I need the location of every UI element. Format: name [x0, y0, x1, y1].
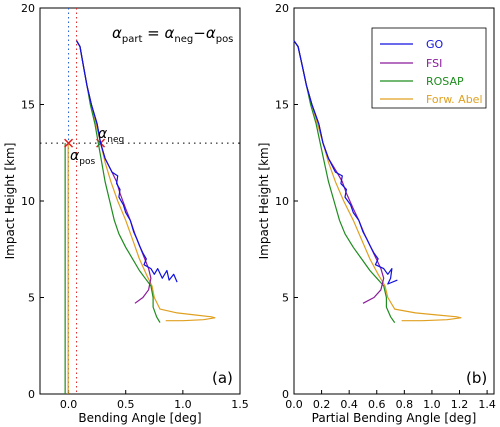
ann-pos-alpha: α [70, 148, 80, 164]
legend-box [371, 27, 487, 109]
eq-minus: − [193, 24, 206, 42]
panel-a-xtick-label: 1.5 [231, 398, 249, 411]
panel-a-ytick-label: 10 [21, 195, 35, 208]
panel-b-xtick-label: 0.8 [396, 398, 414, 411]
panel-a: 0.0 0.5 1.0 1.5 0 5 10 15 20 (a) Bending Angle [… [3, 2, 249, 425]
ann-neg-alpha: α [98, 126, 108, 142]
panel-b-xtick-label: 0.6 [368, 398, 386, 411]
panel-a-series-go [76, 40, 178, 283]
panel-b-ticks: 0.0 0.2 0.4 0.6 0.8 1.0 1.2 1.4 0 5 10 15 20 [275, 2, 496, 411]
panel-a-xtick-label: 0.0 [60, 398, 78, 411]
panel-a-series [76, 40, 216, 323]
panel-b-xtick-label: 1.2 [451, 398, 469, 411]
panel-b: 0.0 0.2 0.4 0.6 0.8 1.0 1.2 1.4 0 5 10 15 20 (b) Par… [257, 2, 496, 425]
panel-b-series-fsi [293, 40, 385, 304]
panel-a-series-fsi [76, 40, 152, 304]
panel-b-xlabel: Partial Bending Angle [deg] [312, 411, 477, 425]
panel-a-series-rosap [76, 40, 161, 323]
equation: αpart = αneg−αpos [112, 24, 233, 45]
panel-b-ytick-label: 20 [275, 2, 289, 15]
panel-b-ytick-label: 0 [282, 388, 289, 401]
panel-b-ytick-label: 5 [282, 292, 289, 305]
legend-label-rosap: ROSAP [426, 75, 464, 88]
panel-a-ytick-label: 15 [21, 99, 35, 112]
panel-b-series-go [293, 40, 398, 285]
legend-label-fsi: FSI [426, 57, 442, 70]
panel-a-xlabel: Bending Angle [deg] [78, 411, 201, 425]
legend-label-forw-abel: Forw. Abel [426, 93, 483, 106]
panel-b-xtick-label: 0.0 [285, 398, 303, 411]
eq-t2: α [206, 24, 216, 42]
eq-lhs: α [112, 24, 122, 42]
panel-b-tag: (b) [466, 369, 487, 387]
panel-a-ylabel: Impact Height [km] [3, 143, 17, 260]
panel-b-xtick-label: 1.0 [423, 398, 441, 411]
marker-pos [64, 138, 74, 148]
ann-pos-sub: pos [79, 157, 95, 167]
ann-neg: αneg [98, 126, 124, 145]
panel-b-xtick-label: 0.2 [313, 398, 331, 411]
legend: GO FSI ROSAP Forw. Abel [371, 27, 487, 109]
eq-equals: = [142, 24, 164, 42]
panel-b-series [293, 40, 462, 323]
panel-b-xtick-label: 1.4 [478, 398, 496, 411]
panel-a-ytick-label: 0 [28, 388, 35, 401]
eq-lhs-sub: part [122, 34, 143, 45]
panel-b-xtick-label: 0.4 [340, 398, 358, 411]
panel-a-marks [40, 8, 240, 394]
panel-b-ytick-label: 10 [275, 195, 289, 208]
panel-a-ticks: 0.0 0.5 1.0 1.5 0 5 10 15 20 [21, 2, 249, 411]
ann-pos: αpos [70, 148, 95, 167]
panel-b-ytick-label: 15 [275, 99, 289, 112]
panel-a-frame [39, 7, 241, 395]
eq-t1: α [165, 24, 175, 42]
panel-a-xtick-label: 1.0 [174, 398, 192, 411]
panel-a-tag: (a) [212, 369, 233, 387]
eq-t1-sub: neg [174, 34, 193, 45]
panel-a-xtick-label: 0.5 [117, 398, 135, 411]
panel-a-ytick-label: 20 [21, 2, 35, 15]
eq-t2-sub: pos [216, 34, 234, 45]
panel-b-ylabel: Impact Height [km] [257, 143, 271, 260]
ann-neg-sub: neg [107, 135, 124, 145]
panel-a-ytick-label: 5 [28, 292, 35, 305]
legend-label-go: GO [426, 38, 444, 51]
